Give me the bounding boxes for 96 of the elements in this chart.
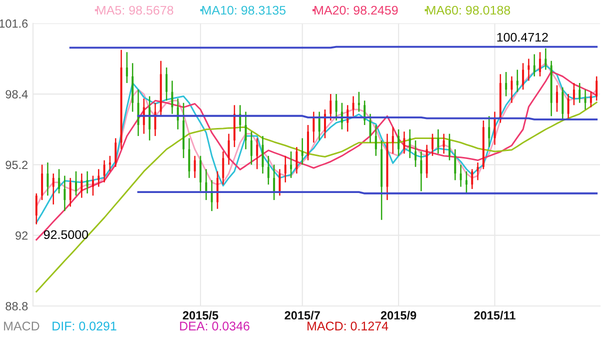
candlestick bbox=[539, 51, 542, 78]
candlestick bbox=[465, 170, 468, 194]
candlestick bbox=[437, 128, 440, 154]
candlestick bbox=[284, 155, 286, 183]
candlestick bbox=[256, 138, 258, 170]
legend-label: MA10: 98.3135 bbox=[202, 6, 286, 15]
candlestick bbox=[244, 111, 247, 150]
y-tick-label: 95.2 bbox=[6, 160, 28, 170]
candlestick bbox=[460, 164, 462, 188]
y-tick-label: 88.8 bbox=[6, 302, 28, 310]
candlestick bbox=[358, 91, 360, 112]
candlestick bbox=[267, 155, 270, 186]
candlestick bbox=[296, 146, 298, 174]
candlestick bbox=[92, 175, 94, 196]
candlestick bbox=[476, 162, 479, 181]
candlestick bbox=[290, 150, 292, 179]
candlestick bbox=[46, 162, 49, 196]
y-tick-label: 98.4 bbox=[6, 90, 28, 98]
candlestick bbox=[108, 155, 111, 172]
candlestick bbox=[454, 148, 456, 181]
candlestick bbox=[58, 168, 60, 194]
legend-label: MA5: 98.5678 bbox=[96, 6, 174, 15]
candlestick bbox=[148, 96, 151, 142]
candlestick bbox=[35, 192, 38, 225]
candlestick bbox=[420, 150, 422, 192]
candlestick bbox=[584, 89, 586, 110]
candlestick bbox=[126, 51, 128, 84]
x-tick-label: 2015/5 bbox=[182, 310, 218, 320]
text: DEA: 0.0346 bbox=[180, 322, 250, 330]
candlestick bbox=[572, 82, 575, 106]
text: DIF: 0.0291 bbox=[52, 322, 116, 330]
candlestick bbox=[307, 124, 309, 161]
candlestick bbox=[374, 124, 377, 156]
candlestick bbox=[432, 133, 434, 156]
candlestick bbox=[471, 168, 474, 190]
candlestick bbox=[335, 93, 338, 122]
candlestick bbox=[403, 130, 406, 154]
candlestick bbox=[301, 138, 304, 166]
candlestick bbox=[80, 172, 83, 198]
y-tick-label: 92 bbox=[16, 231, 28, 240]
candlestick bbox=[510, 76, 513, 104]
candlestick bbox=[103, 160, 106, 183]
candlestick bbox=[64, 175, 66, 212]
candlestick bbox=[228, 133, 230, 166]
candlestick bbox=[442, 133, 445, 154]
candlestick bbox=[171, 80, 174, 115]
candlestick bbox=[75, 170, 77, 196]
candlestick bbox=[250, 130, 252, 166]
candlestick bbox=[278, 168, 281, 196]
candlestick bbox=[516, 69, 518, 92]
candlestick bbox=[86, 170, 88, 194]
candlestick bbox=[448, 133, 450, 161]
x-tick-label: 2015/7 bbox=[284, 310, 320, 320]
legend-label: MA60: 98.0188 bbox=[426, 6, 510, 15]
candlestick bbox=[182, 102, 185, 159]
x-tick-label: 2015/11 bbox=[474, 310, 516, 320]
candlestick bbox=[200, 155, 202, 192]
candlestick bbox=[273, 164, 276, 201]
candlestick bbox=[567, 93, 570, 119]
annotation: 92.5000 bbox=[44, 230, 88, 240]
candlestick bbox=[154, 102, 156, 137]
candlestick bbox=[41, 164, 44, 201]
candlestick bbox=[222, 150, 224, 186]
candlestick bbox=[188, 138, 190, 179]
candlestick bbox=[330, 93, 332, 122]
text: MACD: 0.1274 bbox=[308, 322, 388, 330]
candlestick bbox=[98, 168, 100, 188]
candlestick bbox=[69, 177, 72, 208]
line-series bbox=[36, 102, 598, 292]
candlestick bbox=[578, 82, 581, 104]
candlestick bbox=[556, 84, 558, 112]
candlestick bbox=[590, 91, 592, 108]
candlestick bbox=[562, 86, 564, 122]
candlestick bbox=[596, 76, 598, 102]
candlestick bbox=[414, 140, 417, 168]
candlestick bbox=[318, 111, 320, 142]
candlestick bbox=[522, 62, 524, 90]
candlestick bbox=[544, 48, 547, 70]
candlestick bbox=[352, 96, 354, 117]
candlestick bbox=[205, 168, 208, 201]
candlestick bbox=[166, 66, 168, 102]
candlestick bbox=[505, 71, 508, 97]
candlestick bbox=[194, 155, 196, 179]
candlestick bbox=[528, 58, 530, 82]
candlestick bbox=[408, 128, 411, 159]
text: MACD bbox=[4, 322, 40, 330]
candlestick bbox=[114, 138, 117, 168]
candlestick bbox=[533, 54, 536, 78]
annotation: 100.4712 bbox=[497, 32, 548, 42]
x-tick-label: 2015/9 bbox=[380, 310, 416, 320]
candlestick bbox=[392, 126, 394, 154]
candlestick bbox=[312, 111, 315, 144]
candlestick bbox=[488, 116, 490, 148]
legend-label: MA20: 98.2459 bbox=[314, 6, 398, 15]
candlestick bbox=[52, 172, 54, 206]
candlestick bbox=[398, 128, 400, 156]
